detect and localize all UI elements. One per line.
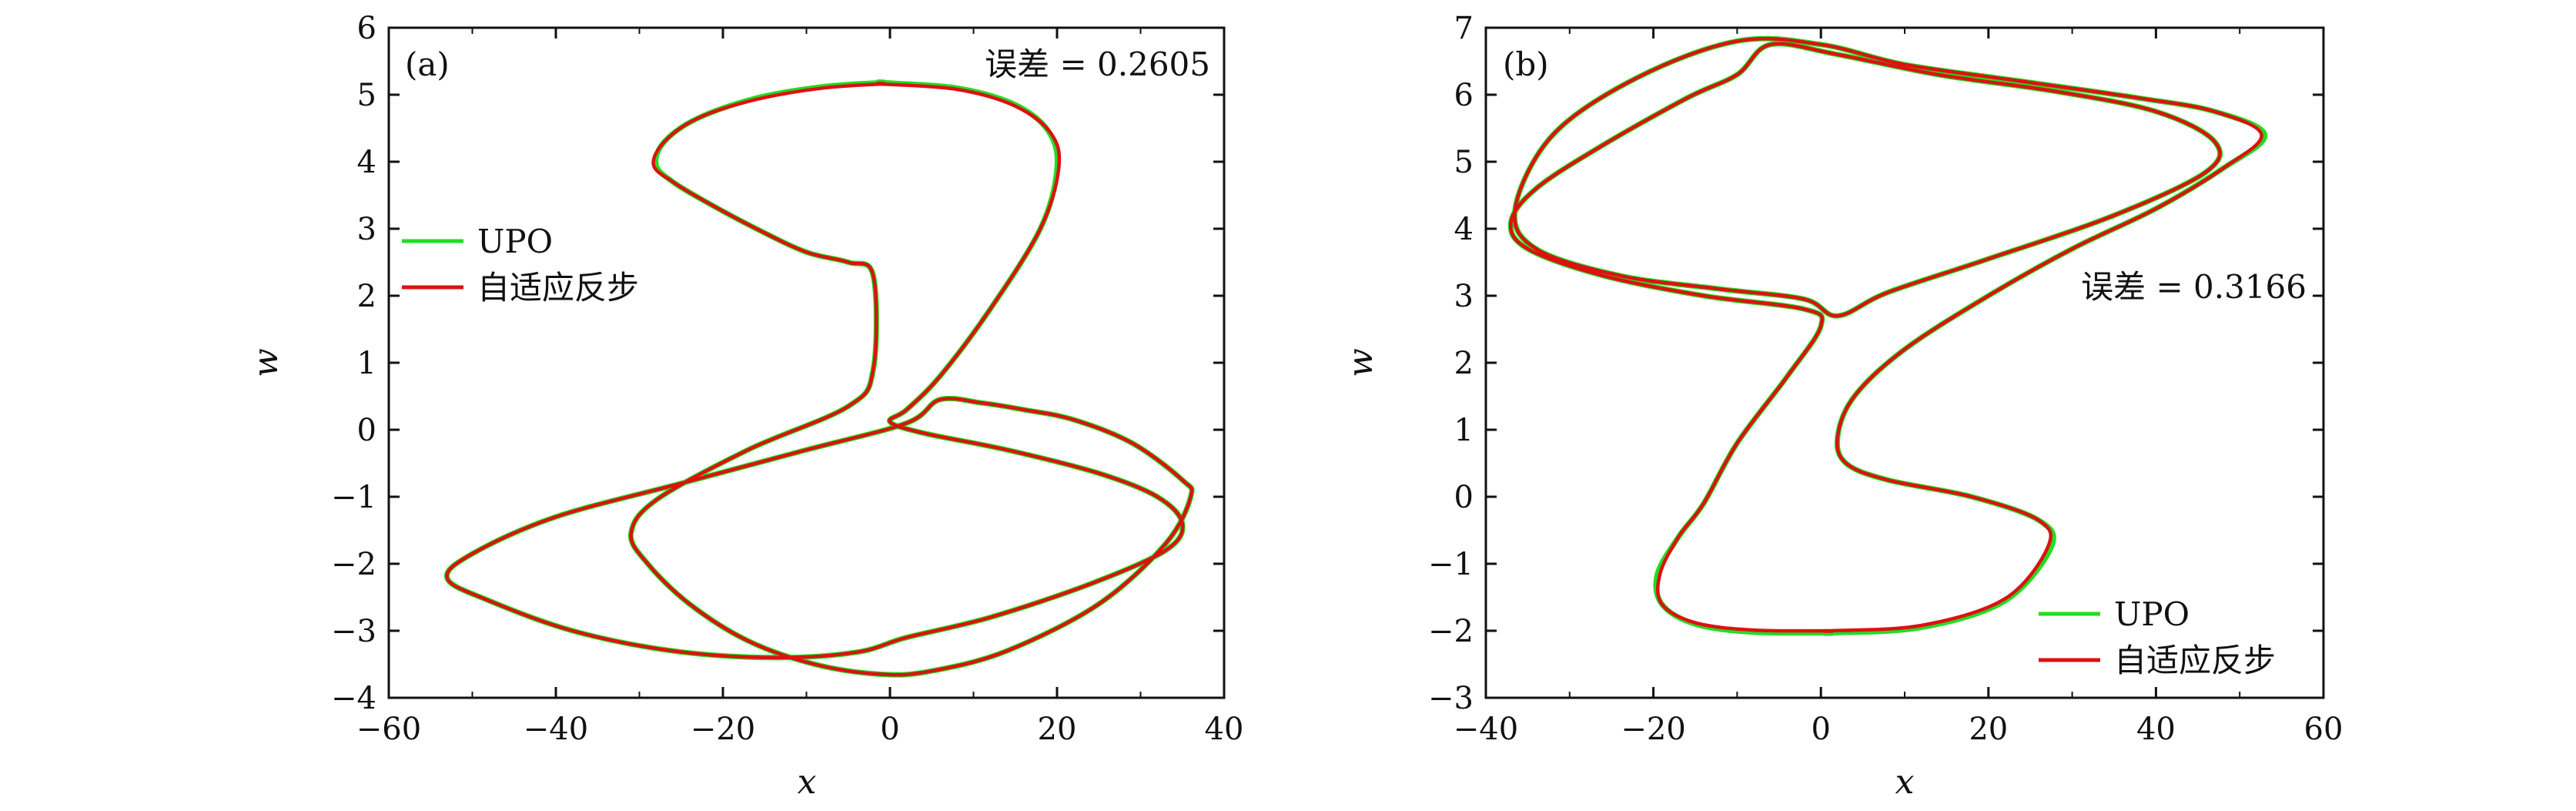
panel-b-legend-label-upo: UPO xyxy=(2114,595,2190,633)
panel-a-xtick-label: −60 xyxy=(356,712,421,747)
panel-a-xtick-label: −40 xyxy=(524,712,588,747)
panel-b-xtick-label: −20 xyxy=(1621,712,1685,747)
panel-b: −40 −20 0 20 40 60 −3 −2 −1 0 1 2 3 4 5 6 7 (b) 误差 = 0.3… xyxy=(1341,11,2343,802)
panel-b-ytick-label: 0 xyxy=(1454,480,1474,515)
panel-a-series xyxy=(443,79,1195,678)
panel-b-ylabel: w xyxy=(1341,348,1380,377)
panel-a-ytick-label: 4 xyxy=(357,145,376,180)
panel-b-xtick-label: 60 xyxy=(2304,712,2343,747)
panel-b-xlabel: x xyxy=(1895,762,1915,802)
panel-b-ytick-label: −2 xyxy=(1428,614,1474,649)
panel-a-ticks: −60 −40 −20 0 20 40 −4 −3 −2 −1 0 1 2 3 4 5 6 xyxy=(331,11,1243,747)
panel-a-xtick-label: 0 xyxy=(880,712,899,747)
panel-a-ytick-label: 5 xyxy=(357,78,376,113)
panel-b-ytick-label: 7 xyxy=(1454,11,1474,46)
panel-a-ytick-label: −2 xyxy=(331,547,376,582)
panel-b-ytick-label: −1 xyxy=(1428,547,1474,582)
panel-a-ytick-label: 2 xyxy=(357,279,376,314)
panel-b-ytick-label: 4 xyxy=(1454,212,1474,247)
panel-a-error-annotation: 误差 = 0.2605 xyxy=(985,45,1210,83)
panel-b-legend: UPO 自适应反步 xyxy=(2039,595,2276,679)
panel-a-ytick-label: −1 xyxy=(331,480,376,515)
panel-a-xtick-label: 40 xyxy=(1205,712,1244,747)
panel-b-ytick-label: 6 xyxy=(1454,78,1474,113)
panel-b-legend-label-adaptive: 自适应反步 xyxy=(2114,642,2276,679)
panel-a-xlabel: x xyxy=(798,762,817,802)
panel-a-ytick-label: −4 xyxy=(331,681,376,716)
panel-a-frame xyxy=(387,26,1226,699)
panel-a-legend-label-adaptive: 自适应反步 xyxy=(477,269,639,307)
panel-b-series xyxy=(1507,35,2268,636)
panel-b-xtick-label: 20 xyxy=(1969,712,2008,747)
panel-b-series-upo-line xyxy=(1507,35,2268,636)
panel-b-ytick-label: 1 xyxy=(1454,413,1474,448)
panel-a-xtick-label: −20 xyxy=(691,712,755,747)
panel-b-error-annotation: 误差 = 0.3166 xyxy=(2081,268,2307,306)
panel-b-xtick-label: 0 xyxy=(1811,712,1830,747)
panel-b-ytick-label: −3 xyxy=(1428,681,1474,716)
panel-a-legend-label-upo: UPO xyxy=(477,223,553,260)
panel-b-ytick-label: 2 xyxy=(1454,346,1474,381)
panel-a-ylabel: w xyxy=(246,348,286,377)
panel-a-ytick-label: 6 xyxy=(357,11,376,46)
panel-b-xtick-label: 40 xyxy=(2136,712,2176,747)
panel-b-ytick-label: 3 xyxy=(1454,279,1474,314)
panel-a-xtick-label: 20 xyxy=(1038,712,1077,747)
panel-a-ytick-label: 0 xyxy=(357,413,376,448)
panel-b-tag: (b) xyxy=(1503,45,1549,83)
panel-a-legend: UPO 自适应反步 xyxy=(402,223,639,307)
panel-a: −60 −40 −20 0 20 40 −4 −3 −2 −1 0 1 2 3 4 5 6 (a) 误差 = 0… xyxy=(246,11,1243,802)
panel-b-series-adaptive-backstepping-line xyxy=(1508,36,2263,633)
panel-b-ytick-label: 5 xyxy=(1454,145,1474,180)
panel-b-ticks: −40 −20 0 20 40 60 −3 −2 −1 0 1 2 3 4 5 6 7 xyxy=(1428,11,2343,747)
panel-a-ytick-label: −3 xyxy=(331,614,376,649)
panel-a-tag: (a) xyxy=(405,45,450,83)
panel-a-ytick-label: 1 xyxy=(357,346,376,381)
panel-b-xtick-label: −40 xyxy=(1454,712,1518,747)
panel-a-series-adaptive-backstepping-line xyxy=(445,82,1194,677)
panel-a-ytick-label: 3 xyxy=(357,212,376,247)
